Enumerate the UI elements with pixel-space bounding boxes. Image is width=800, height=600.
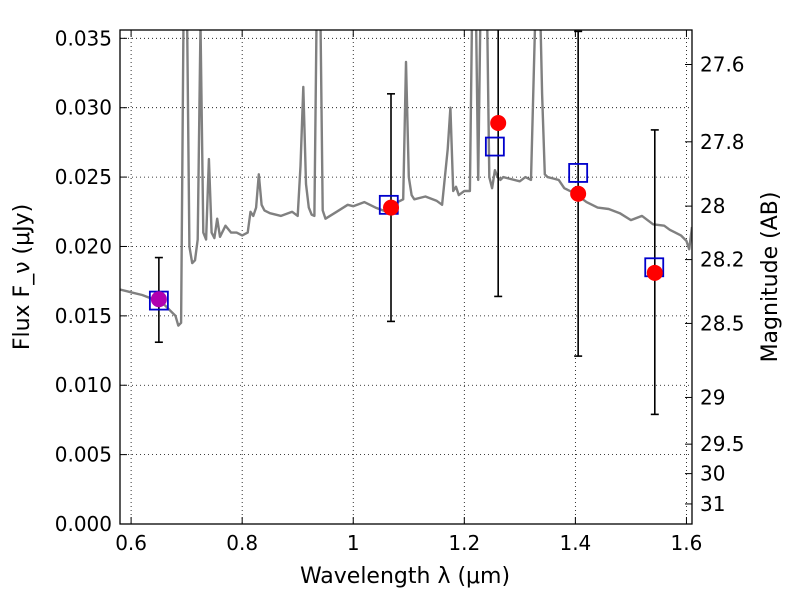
y-tick-label: 0.015	[55, 304, 112, 328]
model-square	[484, 136, 505, 157]
y-tick-label: 0.030	[55, 96, 112, 120]
model-band-fluxes	[148, 136, 665, 311]
observed-point	[150, 291, 167, 308]
observed-point	[490, 114, 507, 131]
y2-axis-label-text: Magnitude (AB)	[758, 192, 783, 363]
y2-tick-label: 27.6	[700, 53, 745, 77]
y-tick-label: 0.005	[55, 443, 112, 467]
y2-tick-label: 28.5	[700, 311, 745, 335]
model-spectrum	[120, 30, 692, 327]
x-tick-label: 1.2	[448, 531, 480, 555]
observed-point	[570, 185, 587, 202]
x-tick-label: 1.4	[559, 531, 591, 555]
y-axis-label: Flux F_ν (μJy)	[10, 204, 35, 350]
x-axis-label: Wavelength λ (μm)	[300, 564, 510, 589]
y-tick-label: 0.000	[55, 512, 112, 536]
observed-fluxes	[150, 114, 663, 308]
y-tick-label: 0.010	[55, 373, 112, 397]
x-tick-label: 1.6	[671, 531, 703, 555]
axis-ticks	[120, 30, 692, 525]
x-tick-label: 1	[347, 531, 360, 555]
x-axis-label-text: Wavelength λ (μm)	[300, 564, 510, 589]
x-tick-label: 0.6	[115, 531, 147, 555]
y2-tick-label: 28	[700, 194, 725, 218]
x-tick-label: 0.8	[226, 531, 258, 555]
plot-frame	[119, 29, 693, 525]
y2-tick-label: 31	[700, 492, 725, 516]
spectrum-line	[120, 30, 692, 327]
y2-tick-label: 29.5	[700, 432, 745, 456]
y-tick-label: 0.020	[55, 234, 112, 258]
model-square	[568, 163, 589, 183]
observed-point	[646, 264, 663, 281]
y-tick-label: 0.035	[55, 26, 112, 50]
y-axis-label-text: Flux F_ν (μJy)	[10, 204, 35, 350]
tick-labels: 0.6 0.8 1 1.2 1.4 1.6 0.000 0.005 0.010 0.015 0.02…	[55, 26, 745, 555]
y2-tick-label: 28.2	[700, 248, 745, 272]
observed-point	[383, 199, 400, 216]
y-tick-label: 0.025	[55, 165, 112, 189]
y2-tick-label: 27.8	[700, 130, 745, 154]
y2-tick-label: 30	[700, 462, 725, 486]
y2-tick-label: 29	[700, 385, 725, 409]
y2-axis-label: Magnitude (AB)	[758, 192, 783, 363]
